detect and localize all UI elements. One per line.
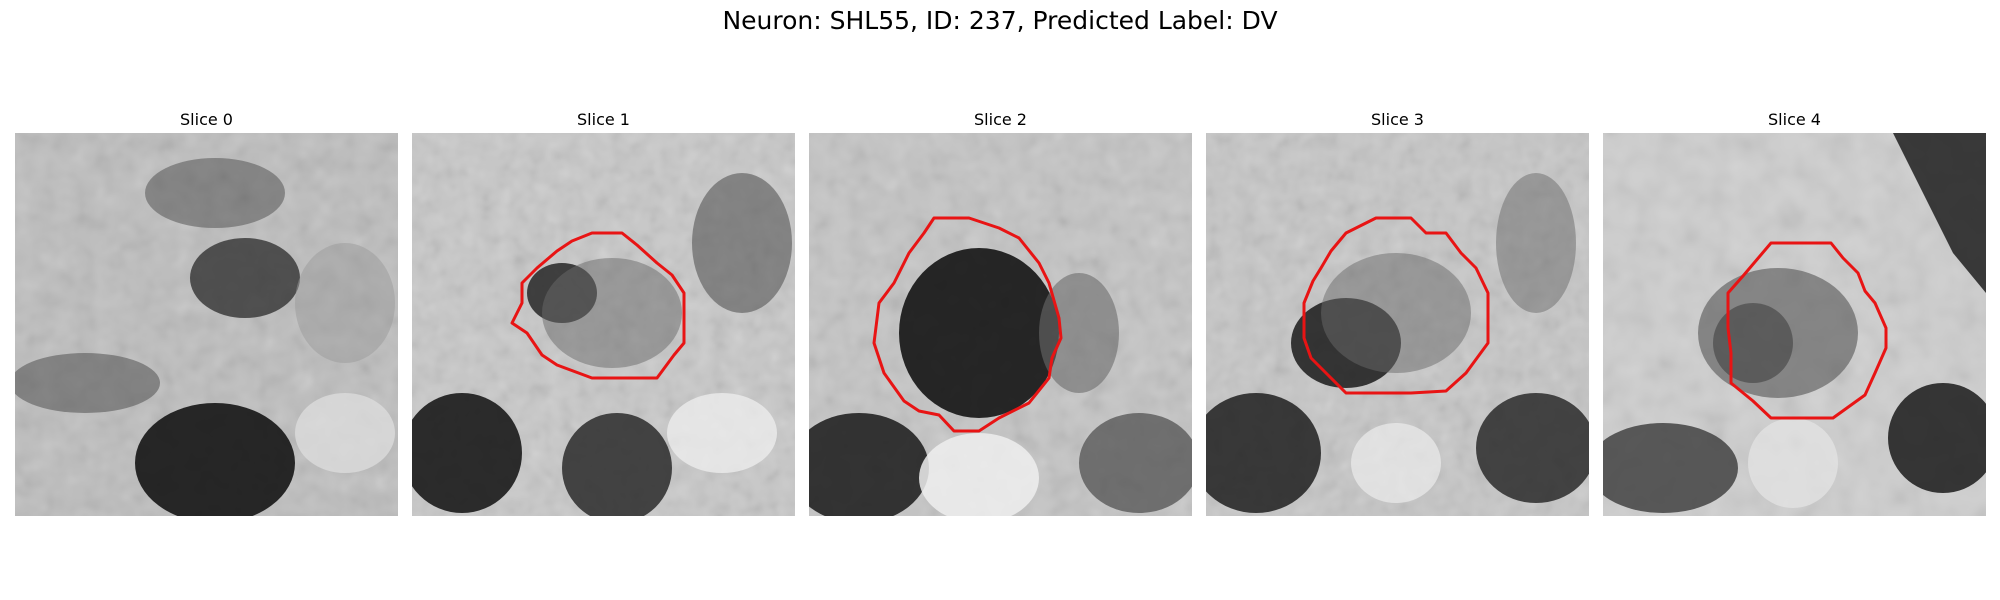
slice-title: Slice 2	[974, 110, 1027, 129]
slice-panel-4: Slice 4	[1603, 107, 1986, 516]
slice-panel-3: Slice 3	[1206, 107, 1589, 516]
slice-image-1	[412, 133, 795, 516]
slice-title: Slice 3	[1371, 110, 1424, 129]
slice-image-3	[1206, 133, 1589, 516]
slice-title: Slice 4	[1768, 110, 1821, 129]
cell-contour	[872, 216, 1063, 433]
slice-title: Slice 1	[577, 110, 630, 129]
slice-panel-0: Slice 0	[15, 107, 398, 516]
slice-panel-1: Slice 1	[412, 107, 795, 516]
figure-title: Neuron: SHL55, ID: 237, Predicted Label:…	[722, 6, 1278, 35]
cell-contour	[1302, 216, 1490, 395]
cell-contour	[1726, 241, 1888, 420]
cell-contour	[510, 231, 686, 380]
slice-image-4	[1603, 133, 1986, 516]
slice-image-2	[809, 133, 1192, 516]
slice-image-0	[15, 133, 398, 516]
slice-title: Slice 0	[180, 110, 233, 129]
slice-panel-2: Slice 2	[809, 107, 1192, 516]
